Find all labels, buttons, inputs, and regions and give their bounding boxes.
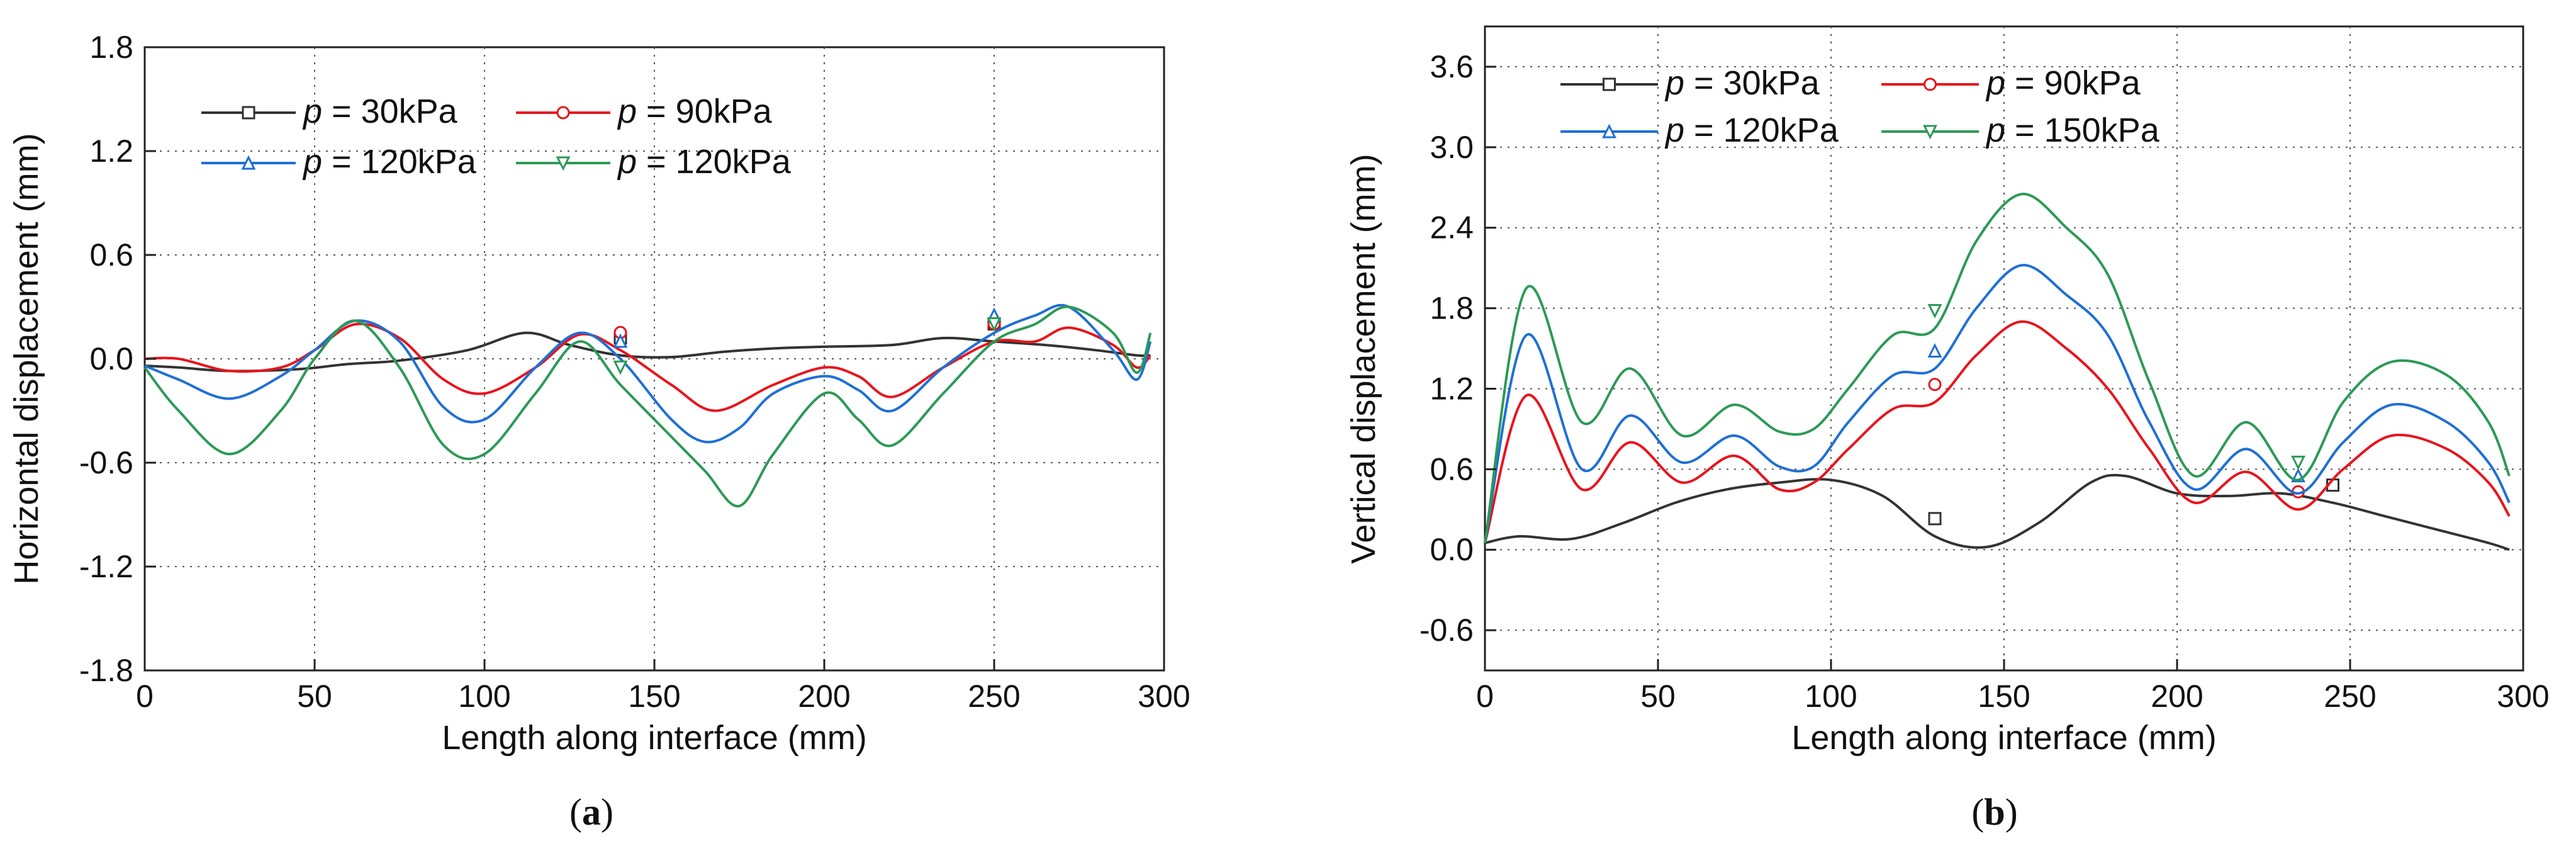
y-tick-label-a: 1.8 bbox=[89, 30, 133, 65]
legend-label: p = 150kPa bbox=[1985, 111, 2160, 149]
x-tick-label-a: 150 bbox=[628, 679, 680, 714]
legend-label: p = 30kPa bbox=[1664, 64, 1820, 102]
legend-item-b-2: p = 90kPa bbox=[1881, 64, 2141, 102]
legend-item-a-3: p = 120kPa bbox=[201, 143, 477, 181]
data-point-b-1 bbox=[1928, 512, 1942, 526]
series-line-b-1 bbox=[1484, 473, 2510, 551]
legend-marker bbox=[242, 106, 255, 120]
x-axis-label-a: Length along interface (mm) bbox=[442, 719, 866, 757]
x-tick-label-b: 100 bbox=[1805, 679, 1857, 714]
data-point-b-4 bbox=[2291, 455, 2305, 470]
chart-a: 0 50 100 150 200 250 300 1.8 1.2 0.6 0.0 -0.6 -1.2 -… bbox=[8, 30, 1190, 833]
data-point-a-3 bbox=[613, 333, 628, 348]
y-tick-label-b: 1.2 bbox=[1430, 371, 1474, 406]
series-layer-b bbox=[1484, 193, 2511, 551]
data-point-b-2 bbox=[1928, 378, 1942, 392]
panel-label-b: (b) bbox=[1971, 791, 2017, 833]
series-line-a-1 bbox=[144, 331, 1151, 373]
x-tick-label-a: 50 bbox=[297, 679, 332, 714]
legend-marker bbox=[1923, 125, 1937, 140]
legend-label: p = 90kPa bbox=[1985, 64, 2141, 102]
legend-label: p = 120kPa bbox=[617, 143, 792, 181]
legend-label: p = 30kPa bbox=[302, 93, 458, 130]
x-tick-label-b: 300 bbox=[2497, 679, 2549, 714]
x-tick-label-b: 150 bbox=[1978, 679, 2030, 714]
data-point-b-4 bbox=[1927, 304, 1942, 319]
data-point-a-4 bbox=[987, 317, 1002, 332]
x-tick-label-a: 250 bbox=[968, 679, 1020, 714]
y-tick-label-a: 1.2 bbox=[89, 133, 133, 169]
x-ticks-a: 0 50 100 150 200 250 300 bbox=[136, 659, 1190, 714]
x-ticks-b: 0 50 100 150 200 250 300 bbox=[1476, 659, 2550, 714]
y-tick-label-b: -0.6 bbox=[1420, 613, 1474, 648]
chart-b: 0 50 100 150 200 250 300 3.6 3.0 2.4 1.8 1.2 0.6 0.0… bbox=[1345, 25, 2550, 833]
legend-marker bbox=[556, 106, 570, 120]
x-tick-label-b: 50 bbox=[1640, 679, 1676, 714]
x-tick-label-a: 300 bbox=[1138, 679, 1190, 714]
legend-label: p = 90kPa bbox=[617, 93, 773, 130]
series-line-b-2 bbox=[1484, 320, 2511, 544]
data-point-b-3 bbox=[1927, 343, 1942, 358]
legend-marker bbox=[241, 155, 256, 170]
legend-item-b-4: p = 150kPa bbox=[1881, 111, 2160, 149]
panel-label-a: (a) bbox=[569, 791, 613, 833]
legend-marker bbox=[1603, 77, 1616, 91]
y-ticks-b: 3.6 3.0 2.4 1.8 1.2 0.6 0.0 -0.6 bbox=[1420, 49, 1496, 648]
x-tick-label-b: 0 bbox=[1476, 679, 1494, 714]
x-tick-label-a: 200 bbox=[798, 679, 850, 714]
x-axis-label-b: Length along interface (mm) bbox=[1791, 719, 2216, 757]
legend-marker bbox=[556, 156, 571, 171]
series-line-b-3 bbox=[1484, 264, 2511, 543]
legend-label: p = 120kPa bbox=[1664, 111, 1839, 149]
y-tick-label-b: 2.4 bbox=[1430, 210, 1474, 246]
legend-item-a-2: p = 90kPa bbox=[516, 93, 773, 130]
series-line-a-3 bbox=[144, 303, 1152, 444]
y-tick-label-a: -1.8 bbox=[79, 653, 133, 688]
series-layer-a bbox=[143, 303, 1152, 507]
legend-item-a-4: p = 120kPa bbox=[516, 143, 792, 181]
y-tick-label-b: 3.6 bbox=[1430, 49, 1474, 84]
y-tick-label-b: 3.0 bbox=[1430, 130, 1474, 165]
x-tick-label-b: 200 bbox=[2151, 679, 2203, 714]
x-tick-label-a: 0 bbox=[136, 679, 154, 714]
legend-b: p = 30kPa p = 90kPa p = 120kPa p = 150kPa bbox=[1560, 64, 2160, 149]
legend-label: p = 120kPa bbox=[302, 143, 477, 181]
x-tick-label-b: 250 bbox=[2324, 679, 2376, 714]
legend-item-b-1: p = 30kPa bbox=[1560, 64, 1820, 102]
grid-b bbox=[1485, 26, 2523, 670]
y-tick-label-b: 0.6 bbox=[1430, 451, 1474, 487]
legend-marker bbox=[1924, 77, 1937, 91]
y-axis-label-a: Horizontal displacement (mm) bbox=[8, 133, 45, 584]
legend-item-a-1: p = 30kPa bbox=[201, 93, 458, 130]
legend-marker bbox=[1602, 123, 1616, 138]
y-tick-label-a: -0.6 bbox=[79, 445, 133, 480]
series-line-b-4 bbox=[1484, 193, 2511, 543]
y-tick-label-b: 0.0 bbox=[1430, 532, 1474, 567]
series-line-a-4 bbox=[143, 305, 1152, 507]
legend-a: p = 30kPa p = 90kPa p = 120kPa p = 120kPa bbox=[201, 93, 792, 181]
y-tick-label-a: -1.2 bbox=[79, 549, 133, 584]
y-tick-label-b: 1.8 bbox=[1430, 291, 1474, 326]
y-tick-label-a: 0.6 bbox=[89, 237, 133, 273]
y-tick-label-a: 0.0 bbox=[89, 341, 133, 376]
legend-item-b-3: p = 120kPa bbox=[1560, 111, 1839, 149]
x-tick-label-a: 100 bbox=[458, 679, 510, 714]
panel-letter-b: b bbox=[1984, 791, 2005, 833]
y-ticks-a: 1.8 1.2 0.6 0.0 -0.6 -1.2 -1.8 bbox=[79, 30, 156, 688]
data-point-a-4 bbox=[613, 360, 628, 375]
y-axis-label-b: Vertical displacement (mm) bbox=[1345, 154, 1382, 563]
panel-letter-a: a bbox=[582, 791, 601, 833]
